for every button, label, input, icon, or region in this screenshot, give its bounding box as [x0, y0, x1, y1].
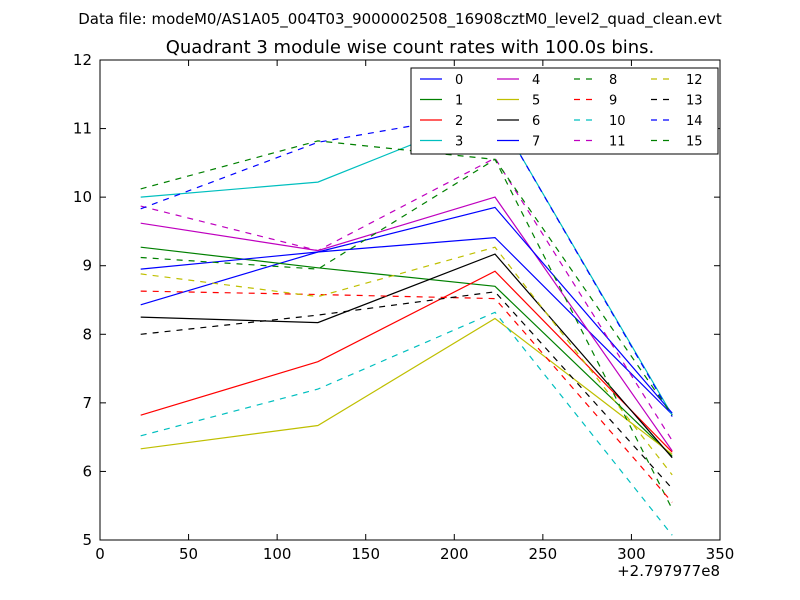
y-tick-label: 5	[82, 531, 92, 549]
legend-label-0: 0	[455, 73, 463, 88]
legend-label-11: 11	[609, 135, 626, 150]
series-line-14	[140, 110, 673, 417]
y-tick-label: 10	[73, 188, 92, 206]
legend-label-14: 14	[686, 114, 703, 129]
y-tick-label: 6	[82, 462, 92, 480]
y-tick-label: 9	[82, 257, 92, 275]
x-tick-label: 0	[95, 545, 105, 563]
series-line-9	[140, 290, 673, 503]
legend-label-10: 10	[609, 114, 626, 129]
x-tick-label: 200	[440, 545, 469, 563]
y-tick-label: 7	[82, 394, 92, 412]
legend-label-12: 12	[686, 73, 703, 88]
legend-label-5: 5	[532, 94, 540, 109]
series-line-12	[140, 246, 673, 476]
y-tick-label: 8	[82, 325, 92, 343]
series-line-4	[140, 196, 673, 452]
legend-box	[410, 67, 719, 155]
series-line-5	[140, 317, 673, 455]
legend-label-4: 4	[532, 73, 540, 88]
legend-label-15: 15	[686, 135, 703, 150]
series-line-6	[140, 253, 673, 459]
legend-label-1: 1	[455, 94, 463, 109]
x-tick-label: 100	[263, 545, 292, 563]
x-tick-label: 300	[617, 545, 646, 563]
series-line-7	[140, 206, 673, 414]
series-line-0	[140, 236, 673, 415]
chart-title: Quadrant 3 module wise count rates with …	[166, 37, 655, 58]
series-line-8	[140, 158, 673, 510]
x-tick-label: 150	[351, 545, 380, 563]
x-offset-label: +2.797977e8	[617, 562, 720, 580]
series-layer	[140, 110, 673, 536]
series-line-13	[140, 291, 673, 490]
legend-label-2: 2	[455, 114, 463, 129]
x-tick-label: 50	[179, 545, 198, 563]
legend-label-6: 6	[532, 114, 540, 129]
suptitle: Data file: modeM0/AS1A05_004T03_90000025…	[78, 10, 722, 29]
legend-label-7: 7	[532, 135, 540, 150]
legend-label-9: 9	[609, 94, 617, 109]
series-line-15	[140, 140, 673, 416]
y-tick-label: 11	[73, 120, 92, 138]
plot-frame	[99, 59, 721, 541]
legend-label-13: 13	[686, 94, 703, 109]
x-tick-label: 350	[706, 545, 735, 563]
y-tick-label: 12	[73, 51, 92, 69]
legend-label-8: 8	[609, 73, 617, 88]
x-tick-label: 250	[529, 545, 558, 563]
series-line-10	[140, 311, 673, 536]
legend-label-3: 3	[455, 135, 463, 150]
series-line-1	[140, 246, 673, 457]
